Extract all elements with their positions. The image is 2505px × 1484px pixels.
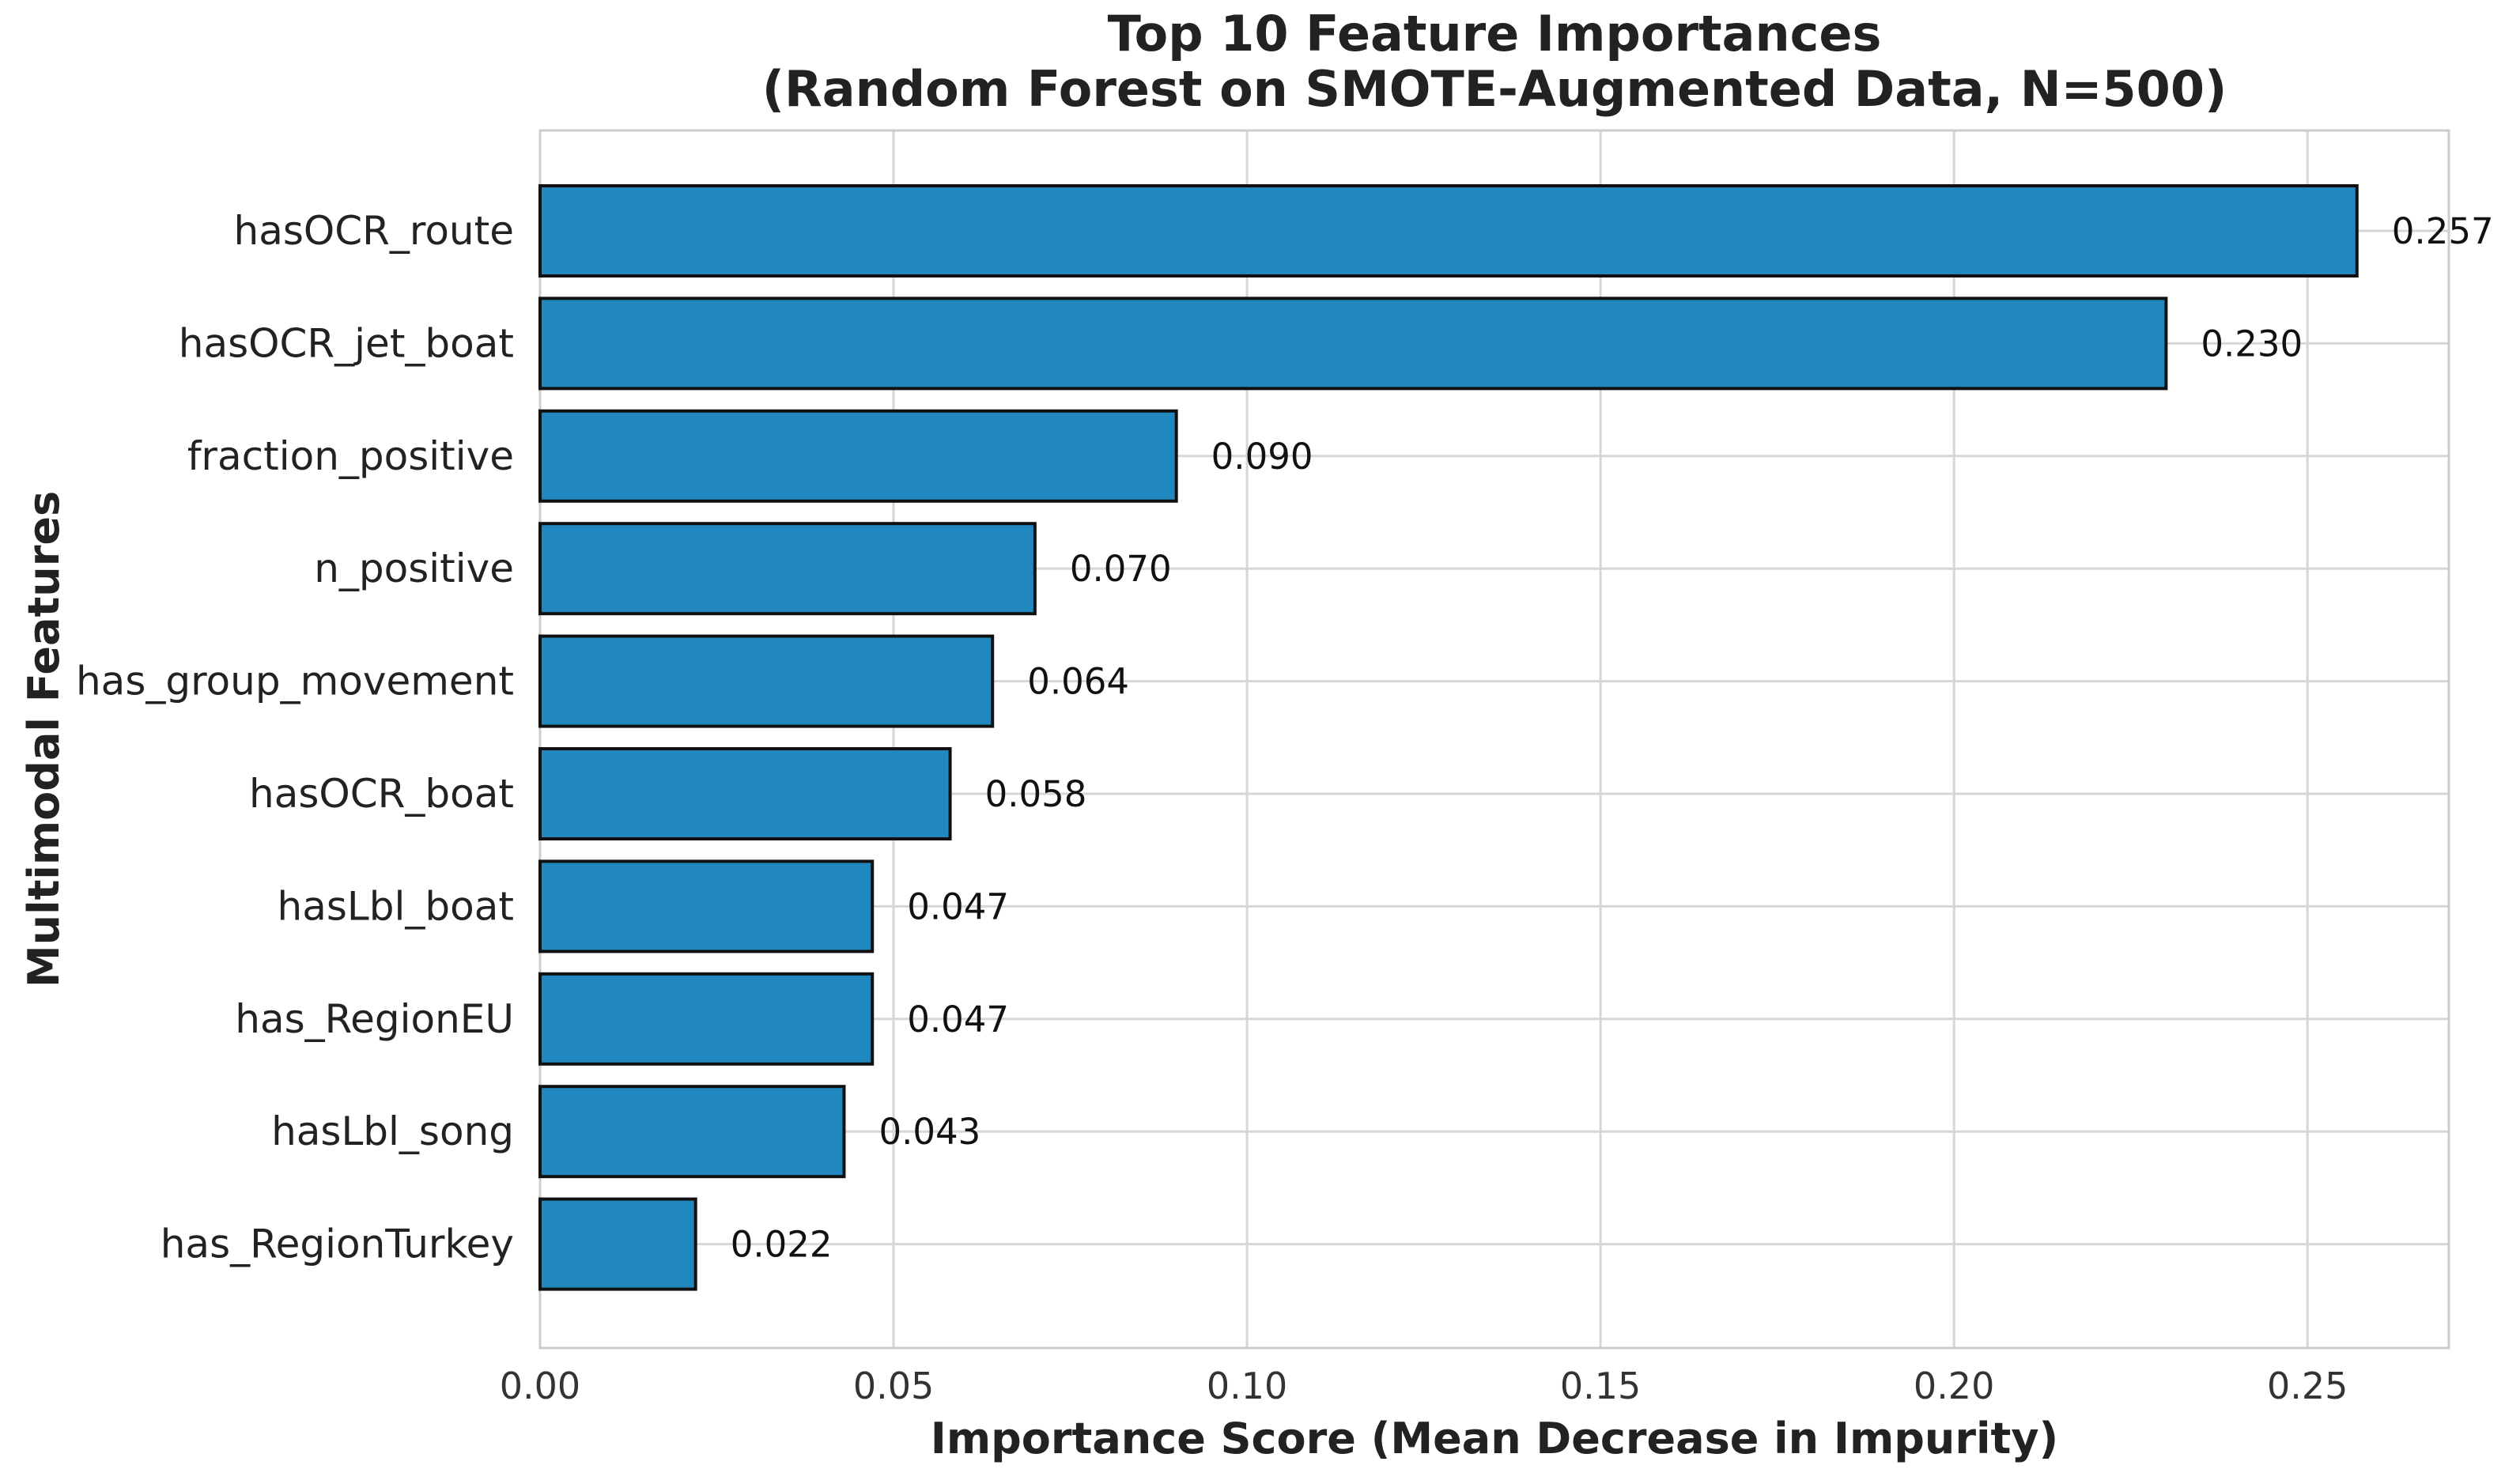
y-tick-label: has_RegionTurkey <box>161 1222 514 1267</box>
data-label: 0.043 <box>878 1111 980 1153</box>
y-axis-ticks: hasOCR_route hasOCR_jet_boat fraction_posi… <box>76 208 514 1267</box>
data-label: 0.064 <box>1027 661 1129 703</box>
x-tick-label: 0.10 <box>1207 1365 1287 1407</box>
y-tick-label: hasLbl_song <box>271 1108 514 1154</box>
bar-has_group_movement <box>538 634 995 728</box>
y-axis-label: Multimodal Features <box>19 491 69 987</box>
x-tick-label: 0.15 <box>1560 1365 1641 1407</box>
bars <box>538 184 2359 1291</box>
x-tick-label: 0.05 <box>853 1365 934 1407</box>
x-tick-label: 0.25 <box>2267 1365 2348 1407</box>
x-tick-label: 0.00 <box>500 1365 580 1407</box>
x-axis-ticks: 0.00 0.05 0.10 0.15 0.20 0.25 <box>500 1365 2348 1407</box>
y-tick-label: hasOCR_route <box>234 208 515 254</box>
bar-has_RegionEU <box>538 972 875 1066</box>
y-tick-label: hasLbl_boat <box>278 883 514 929</box>
y-tick-label: hasOCR_jet_boat <box>179 320 514 366</box>
data-label: 0.058 <box>985 773 1087 815</box>
data-label: 0.230 <box>2201 323 2303 364</box>
y-tick-label: fraction_positive <box>187 433 514 479</box>
data-label: 0.257 <box>2392 210 2494 252</box>
data-label: 0.047 <box>907 999 1009 1040</box>
y-tick-label: has_group_movement <box>76 659 514 704</box>
bar-hasOCR_jet_boat <box>538 296 2168 391</box>
chart-title-line-1: Top 10 Feature Importances <box>1108 5 1882 62</box>
bar-hasOCR_route <box>538 184 2359 278</box>
data-label: 0.047 <box>907 885 1009 927</box>
data-label: 0.090 <box>1211 436 1313 478</box>
bar-hasLbl_song <box>538 1085 846 1179</box>
bar-has_RegionTurkey <box>538 1197 697 1291</box>
bar-hasOCR_boat <box>538 747 952 840</box>
data-label: 0.022 <box>731 1224 833 1266</box>
data-label: 0.070 <box>1070 548 1172 590</box>
bar-fraction_positive <box>538 409 1178 503</box>
y-tick-label: hasOCR_boat <box>249 771 514 817</box>
bar-hasLbl_boat <box>538 859 875 953</box>
x-tick-label: 0.20 <box>1914 1365 1994 1407</box>
chart-title-line-2: (Random Forest on SMOTE-Augmented Data, … <box>762 60 2227 118</box>
data-labels: 0.257 0.230 0.090 0.070 0.064 0.058 0.047 0.047… <box>731 210 2494 1266</box>
bar-n_positive <box>538 522 1037 616</box>
plot-area <box>538 129 2450 1350</box>
x-axis-label: Importance Score (Mean Decrease in Impur… <box>931 1414 2058 1463</box>
y-tick-label: n_positive <box>314 546 514 591</box>
y-tick-label: has_RegionEU <box>235 996 514 1042</box>
